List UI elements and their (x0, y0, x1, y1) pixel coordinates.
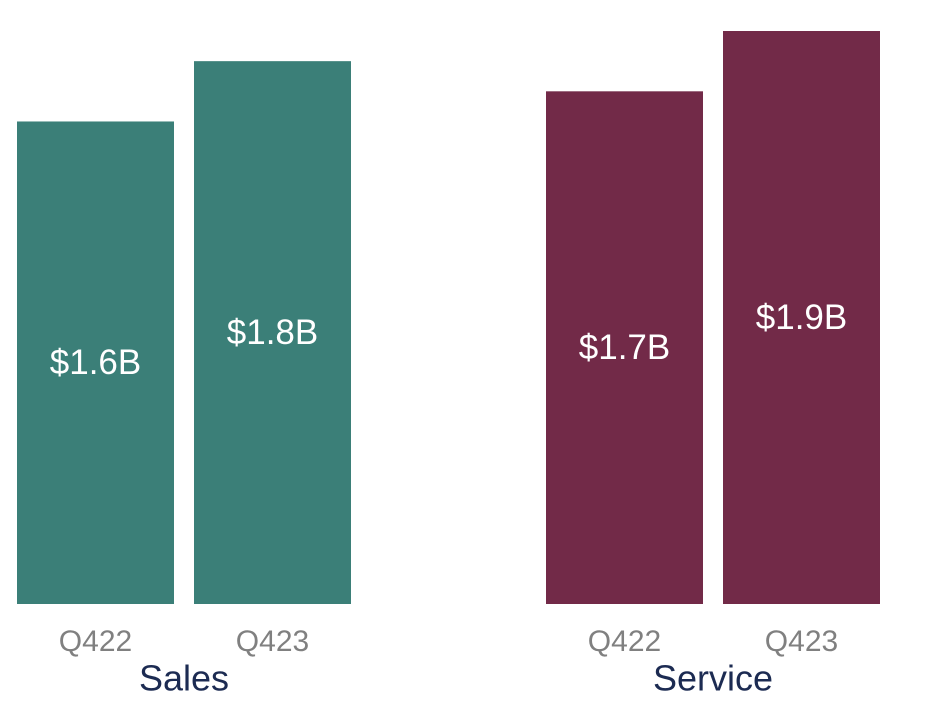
bar (17, 121, 174, 604)
bar (723, 31, 880, 604)
value-label: $1.8B (227, 313, 318, 352)
bar (546, 91, 703, 604)
category-label: Q423 (236, 625, 309, 658)
category-label: Q423 (765, 625, 838, 658)
value-label: $1.7B (579, 328, 670, 367)
group-title: Service (653, 658, 773, 699)
value-label: $1.9B (756, 298, 847, 337)
bar (194, 61, 351, 604)
category-label: Q422 (59, 625, 132, 658)
value-label: $1.6B (50, 343, 141, 382)
category-label: Q422 (588, 625, 661, 658)
group-title: Sales (139, 658, 229, 699)
